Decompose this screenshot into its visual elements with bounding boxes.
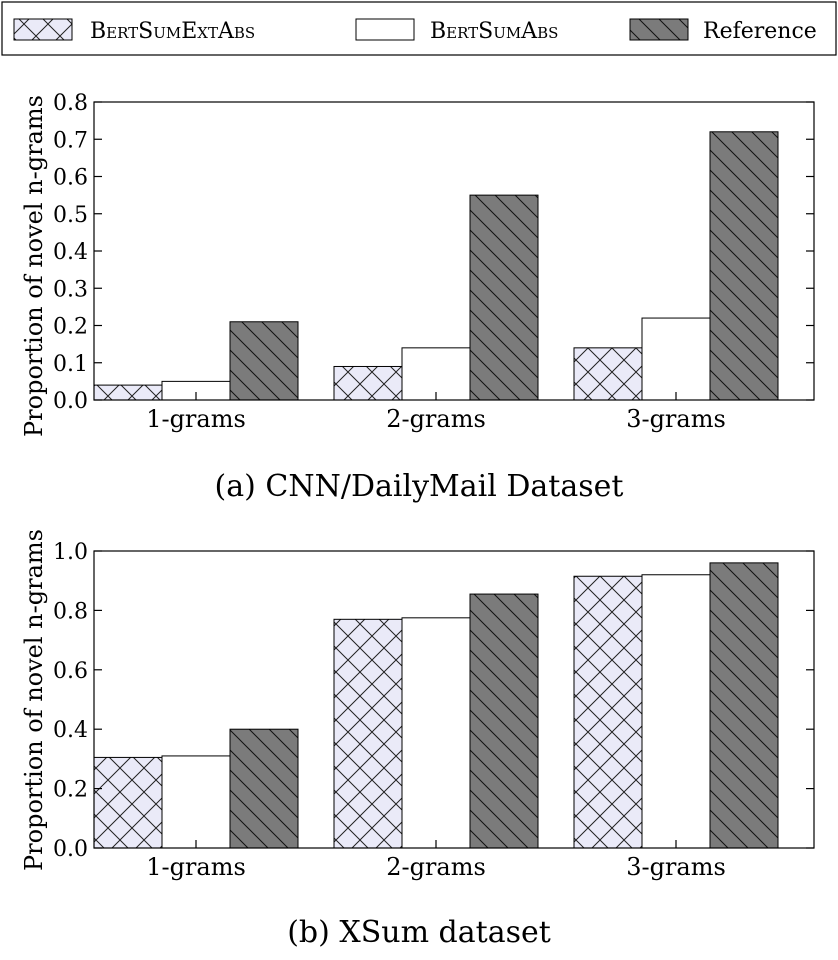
legend-box	[1, 1, 837, 56]
bar-bertsumabs-2-grams	[401, 617, 471, 849]
bar-reference-2-grams	[469, 593, 539, 849]
y-tick-label: 0.6	[53, 659, 88, 684]
bar-reference-2-grams	[469, 194, 539, 401]
x-tick-label: 3-grams	[626, 853, 726, 881]
y-tick-label: 0.4	[53, 240, 88, 265]
bar-bertsumextabs-1-grams	[93, 384, 163, 401]
x-tick-label: 1-grams	[146, 405, 246, 433]
legend: BertSumExtAbs BertSumAbs Reference	[1, 1, 837, 56]
y-tick-label: 0.5	[53, 203, 88, 228]
x-tick-label: 2-grams	[386, 405, 486, 433]
bar-bertsumabs-1-grams	[161, 755, 231, 849]
bar-bertsumabs-3-grams	[641, 574, 711, 849]
legend-swatch-bertsumabs	[355, 18, 415, 41]
chart-caption: (a) CNN/DailyMail Dataset	[215, 469, 624, 504]
bar-bertsumextabs-3-grams	[573, 575, 643, 849]
legend-label-bertsumextabs: BertSumExtAbs	[90, 19, 255, 44]
bar-bertsumabs-2-grams	[401, 347, 471, 401]
bar-bertsumextabs-2-grams	[333, 618, 403, 849]
y-tick-label: 0.2	[53, 315, 88, 340]
y-tick-label: 0.8	[53, 599, 88, 624]
bar-bertsumextabs-3-grams	[573, 347, 643, 401]
y-tick-label: 0.8	[53, 91, 88, 116]
bar-reference-3-grams	[709, 562, 779, 849]
x-tick-label: 1-grams	[146, 853, 246, 881]
plot-frame	[93, 550, 815, 849]
bar-reference-3-grams	[709, 131, 779, 401]
y-tick-label: 0.0	[53, 389, 88, 414]
chart-caption: (b) XSum dataset	[287, 915, 551, 950]
y-tick-label: 0.4	[53, 718, 88, 743]
y-tick-label: 0.0	[53, 837, 88, 862]
y-tick-label: 0.7	[53, 128, 88, 153]
chart-cnn-dailymail: Proportion of novel n-grams 0.0 0.1 0.2 0.3…	[20, 91, 815, 504]
legend-label-reference: Reference	[703, 19, 817, 44]
y-axis-label: Proportion of novel n-grams	[20, 95, 48, 437]
y-tick-label: 0.3	[53, 277, 88, 302]
x-tick-label: 2-grams	[386, 853, 486, 881]
y-tick-label: 0.6	[53, 166, 88, 191]
y-axis-label: Proportion of novel n-grams	[20, 529, 48, 871]
y-tick-label: 1.0	[53, 540, 88, 565]
y-tick-label: 0.1	[53, 352, 88, 377]
bar-reference-1-grams	[229, 728, 299, 849]
y-tick-label: 0.2	[53, 778, 88, 803]
legend-swatch-bertsumextabs	[13, 18, 73, 41]
x-tick-label: 3-grams	[626, 405, 726, 433]
bar-bertsumextabs-2-grams	[333, 365, 403, 401]
legend-swatch-reference	[629, 18, 689, 41]
chart-xsum: Proportion of novel n-grams 0.0 0.2 0.4 0.6…	[20, 529, 815, 950]
legend-label-bertsumabs: BertSumAbs	[430, 19, 558, 44]
bar-bertsumextabs-1-grams	[93, 756, 163, 849]
bar-bertsumabs-3-grams	[641, 317, 711, 401]
bar-reference-1-grams	[229, 321, 299, 401]
